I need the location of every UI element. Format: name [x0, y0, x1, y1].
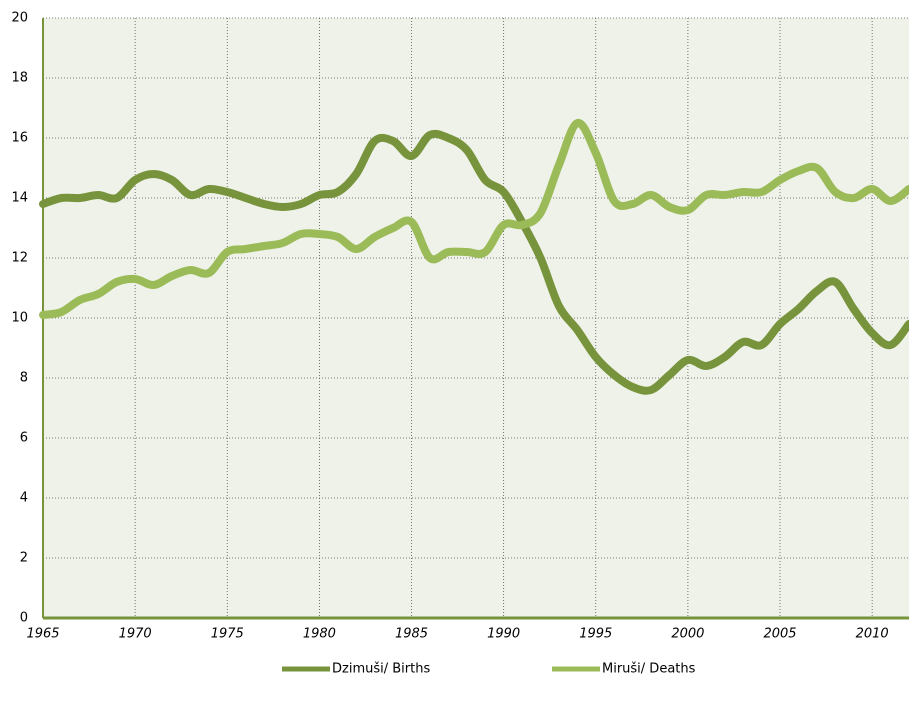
x-tick-label: 2010 — [856, 627, 889, 642]
series-line — [39, 129, 909, 395]
y-tick-label: 10 — [11, 311, 28, 326]
x-tick-label: 1970 — [119, 627, 152, 642]
y-tick-label: 0 — [20, 611, 28, 626]
x-tick-label: 1975 — [211, 627, 244, 642]
y-tick-label: 6 — [20, 431, 28, 446]
y-tick-label: 18 — [11, 71, 28, 86]
y-tick-label: 2 — [20, 551, 28, 566]
y-tick-label: 20 — [11, 11, 28, 26]
x-tick-label: 2000 — [671, 627, 704, 642]
y-tick-label: 4 — [20, 491, 28, 506]
y-tick-label: 14 — [11, 191, 28, 206]
series-line — [39, 119, 909, 319]
x-tick-label: 1995 — [579, 627, 612, 642]
y-tick-label: 16 — [11, 131, 28, 146]
y-tick-label: 12 — [11, 251, 28, 266]
x-tick-label: 1965 — [26, 627, 59, 642]
y-tick-label: 8 — [20, 371, 28, 386]
x-tick-label: 2005 — [763, 627, 796, 642]
legend-label: Miruši/ Deaths — [602, 662, 696, 677]
legend-label: Dzimuši/ Births — [332, 662, 430, 677]
x-tick-label: 1980 — [303, 627, 336, 642]
x-tick-label: 1990 — [487, 627, 520, 642]
x-tick-label: 1985 — [395, 627, 428, 642]
